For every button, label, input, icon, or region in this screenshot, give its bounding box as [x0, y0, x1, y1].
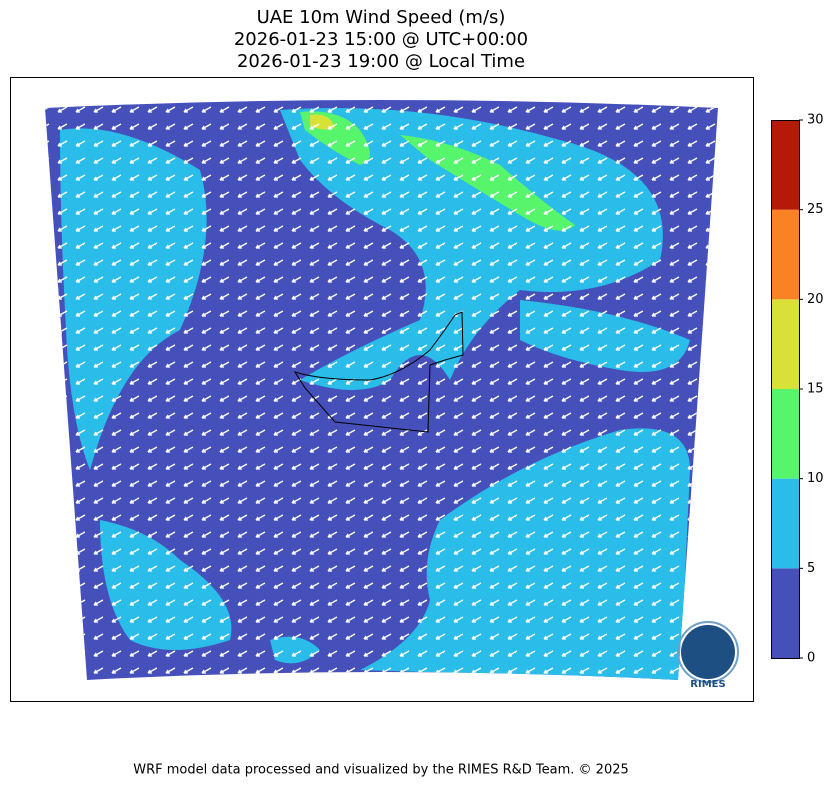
colorbar-tick-label: 0 [807, 651, 815, 666]
colorbar-segment [771, 568, 799, 658]
colorbar-segment [771, 478, 799, 569]
colorbar-segment [771, 209, 799, 300]
colorbar-segment [771, 389, 799, 479]
logo-ring [677, 621, 739, 683]
footer: WRF model data processed and visualized … [133, 763, 629, 778]
map-frame [10, 77, 754, 702]
wind-arrows [45, 100, 718, 680]
colorbar-tick-label: 15 [807, 382, 824, 397]
logo-text: RIMES [690, 679, 725, 690]
colorbar-tick-label: 5 [807, 561, 815, 576]
colorbar-segment [771, 299, 799, 389]
logo-circle [681, 625, 735, 679]
colorbar-tick-label: 10 [807, 471, 824, 486]
uae-border [293, 311, 464, 433]
colorbar-frame [771, 120, 800, 659]
title-line: UAE 10m Wind Speed (m/s) [257, 7, 506, 28]
wind-field [45, 100, 718, 680]
colorbar-segment [771, 120, 799, 210]
title-line: 2026-01-23 19:00 @ Local Time [237, 51, 525, 72]
colorbar-tick-label: 25 [807, 202, 824, 217]
logo: RIMES [677, 621, 739, 690]
colorbar-tick-label: 20 [807, 292, 824, 307]
colorbar-tick-label: 30 [807, 113, 824, 128]
colorbar: 0 5 10 15 20 25 30 [771, 113, 824, 666]
title-line: 2026-01-23 15:00 @ UTC+00:00 [234, 29, 528, 50]
